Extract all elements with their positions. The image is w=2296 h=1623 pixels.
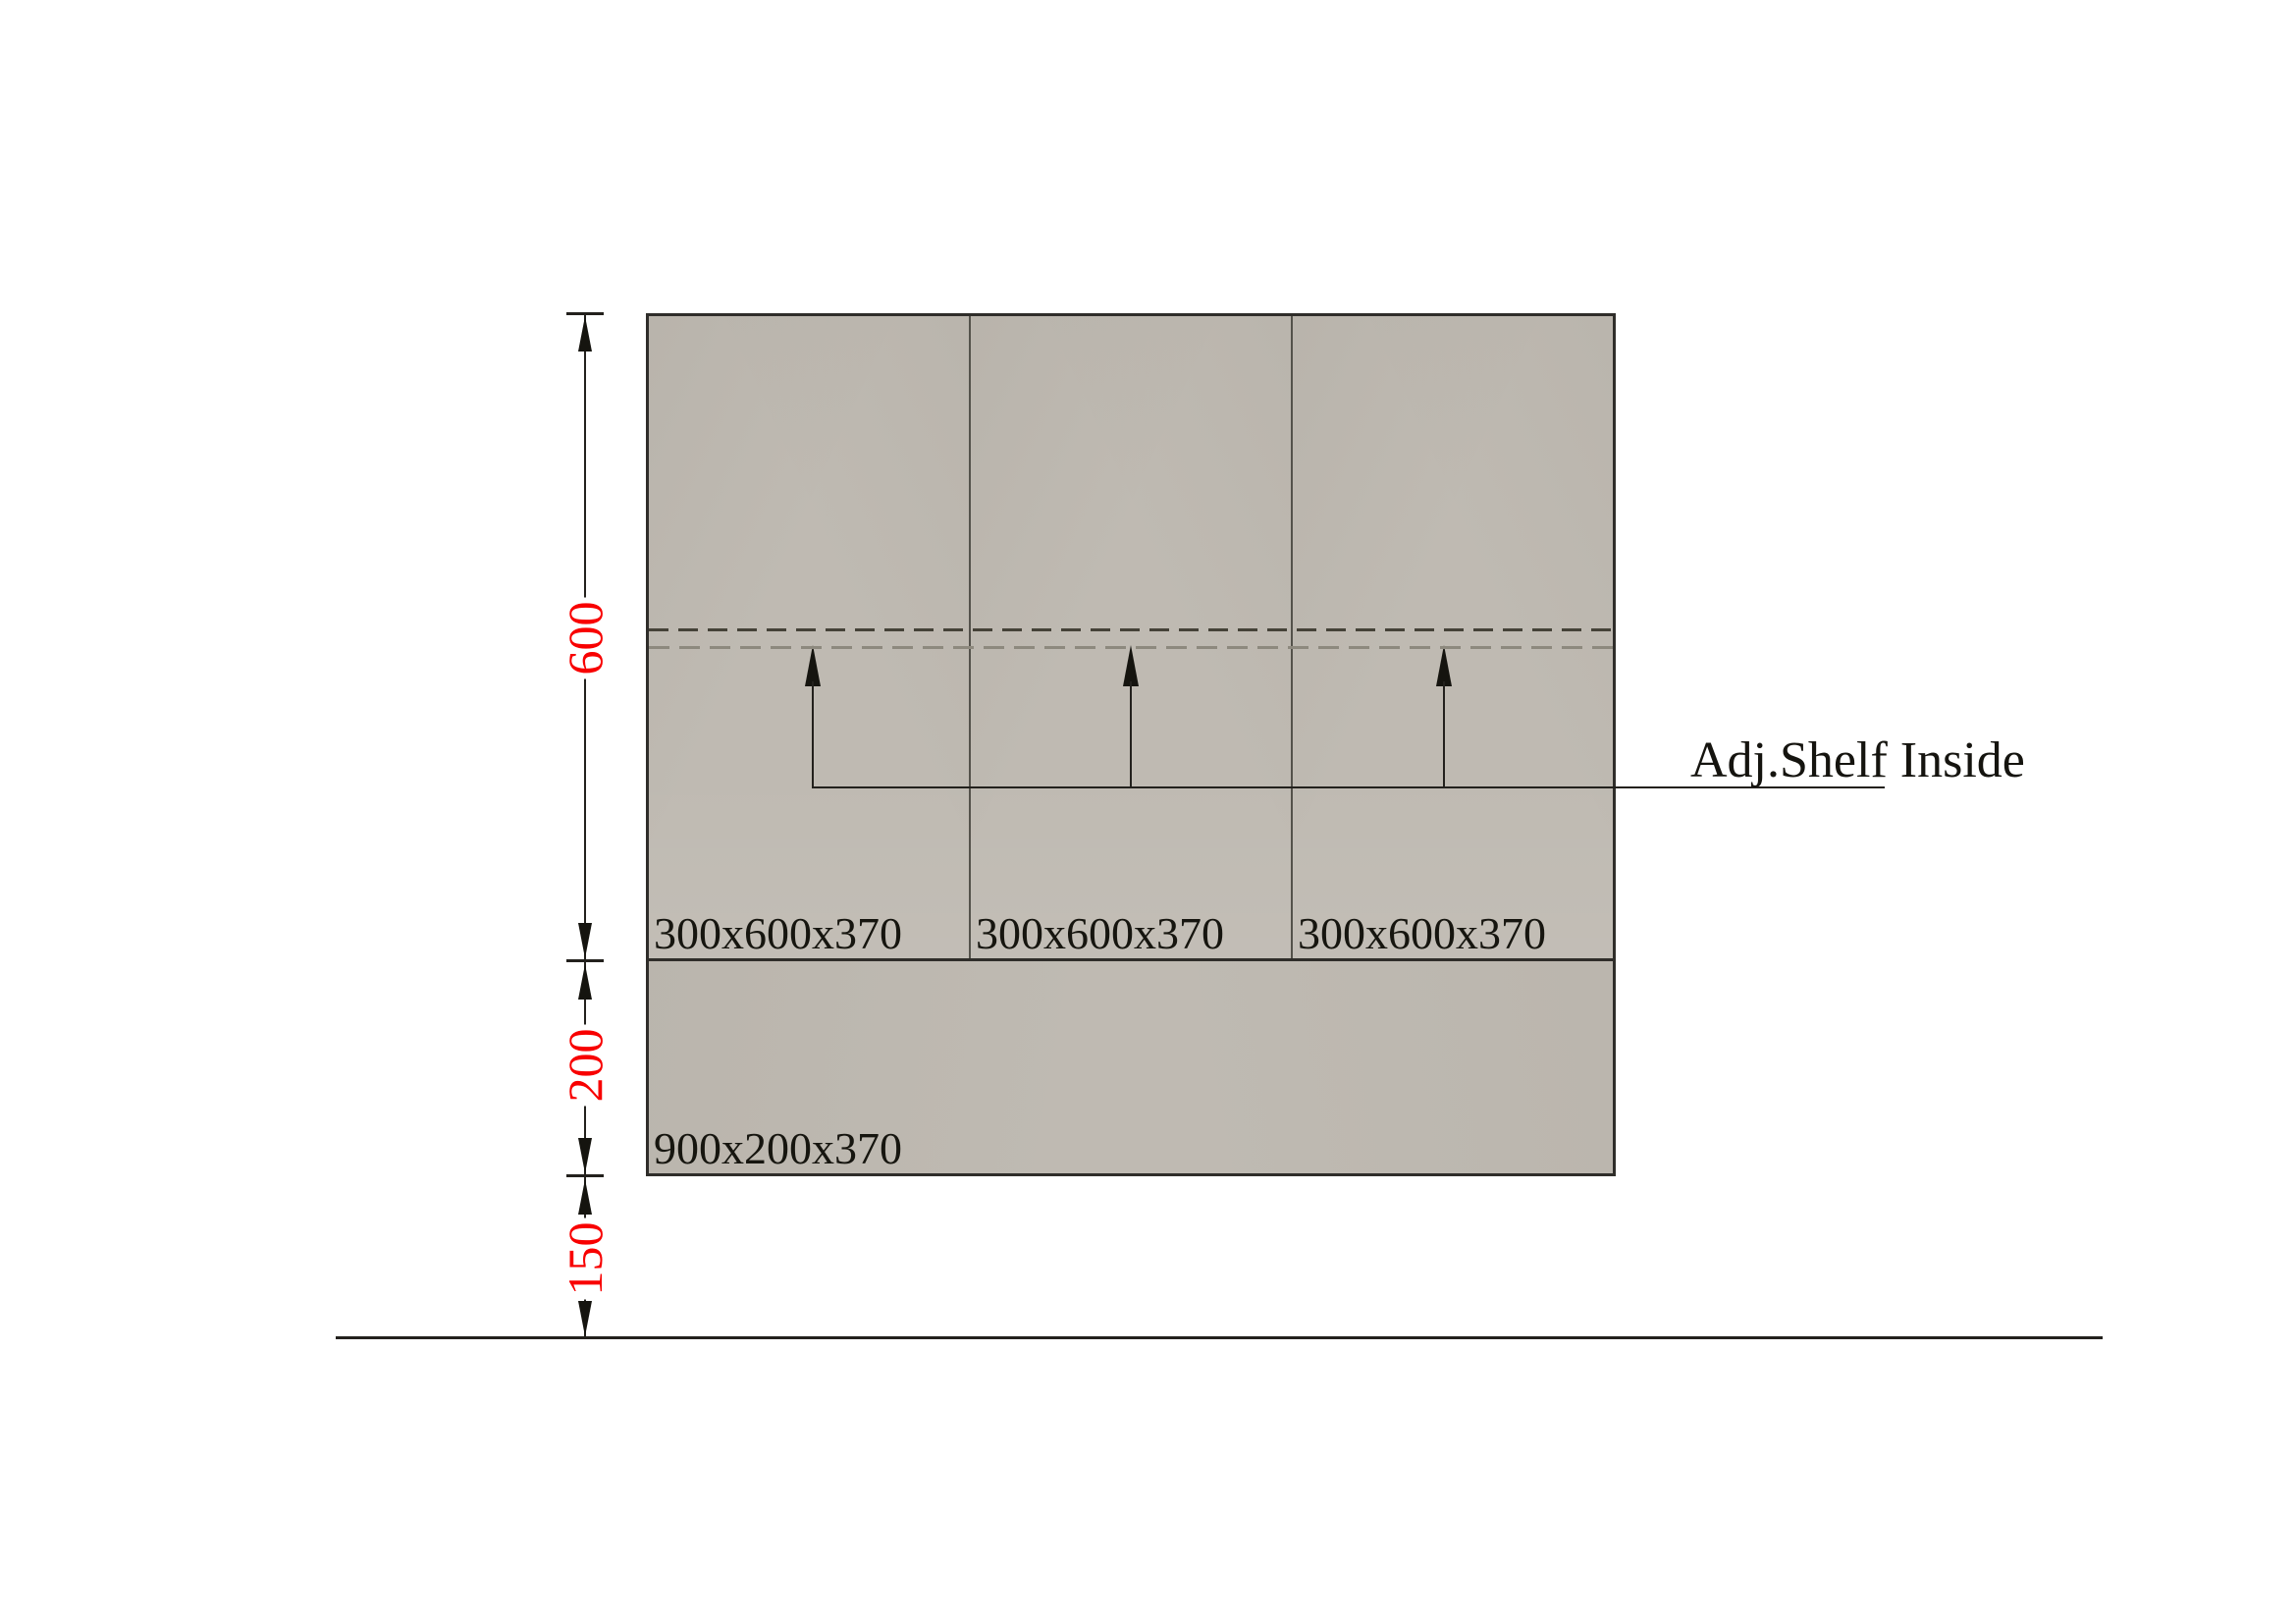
dimension-line	[584, 313, 586, 1338]
dimension-label-600: 600	[558, 597, 613, 679]
upper-cabinet-3: 300x600x370	[1291, 316, 1613, 958]
upper-cabinet-2: 300x600x370	[969, 316, 1291, 958]
dimension-tick-top	[566, 312, 604, 315]
shelf-arrow-1-stem	[812, 681, 814, 787]
shelf-arrow-2-stem	[1130, 681, 1132, 787]
upper-cabinet-row: 300x600x370 300x600x370 300x600x370	[646, 313, 1616, 961]
upper-cabinet-1-size-label: 300x600x370	[654, 907, 902, 958]
base-cabinet: 900x200x370	[646, 958, 1616, 1176]
dim-arrow-down-floor-icon	[578, 1301, 592, 1336]
dim-arrow-up-150-icon	[578, 1179, 592, 1215]
dimension-label-150: 150	[558, 1217, 613, 1300]
dimension-label-200: 200	[558, 1024, 613, 1107]
upper-cabinet-3-size-label: 300x600x370	[1298, 907, 1546, 958]
dim-arrow-up-top-icon	[578, 316, 592, 352]
shelf-arrow-3-stem	[1443, 681, 1445, 787]
base-cabinet-size-label: 900x200x370	[654, 1122, 902, 1173]
adjustable-shelf-dashed-line-bottom	[649, 646, 1613, 649]
shelf-arrow-1-icon	[805, 645, 821, 686]
shelf-arrow-3-icon	[1436, 645, 1452, 686]
floor-line	[336, 1336, 2103, 1339]
dim-arrow-down-600-icon	[578, 923, 592, 958]
dimension-tick-200-150	[566, 1174, 604, 1177]
base-cabinet-shading	[649, 961, 1613, 1173]
shelf-arrow-2-icon	[1123, 645, 1139, 686]
adjustable-shelf-dashed-line-top	[649, 628, 1613, 631]
dim-arrow-down-200-icon	[578, 1138, 592, 1173]
upper-cabinet-1: 300x600x370	[649, 316, 969, 958]
shelf-annotation-label: Adj.Shelf Inside	[1690, 732, 2025, 788]
dim-arrow-up-200-icon	[578, 964, 592, 1000]
upper-cabinet-2-size-label: 300x600x370	[976, 907, 1224, 958]
dimension-tick-600-200	[566, 959, 604, 962]
shelf-leader-line	[812, 786, 1885, 788]
